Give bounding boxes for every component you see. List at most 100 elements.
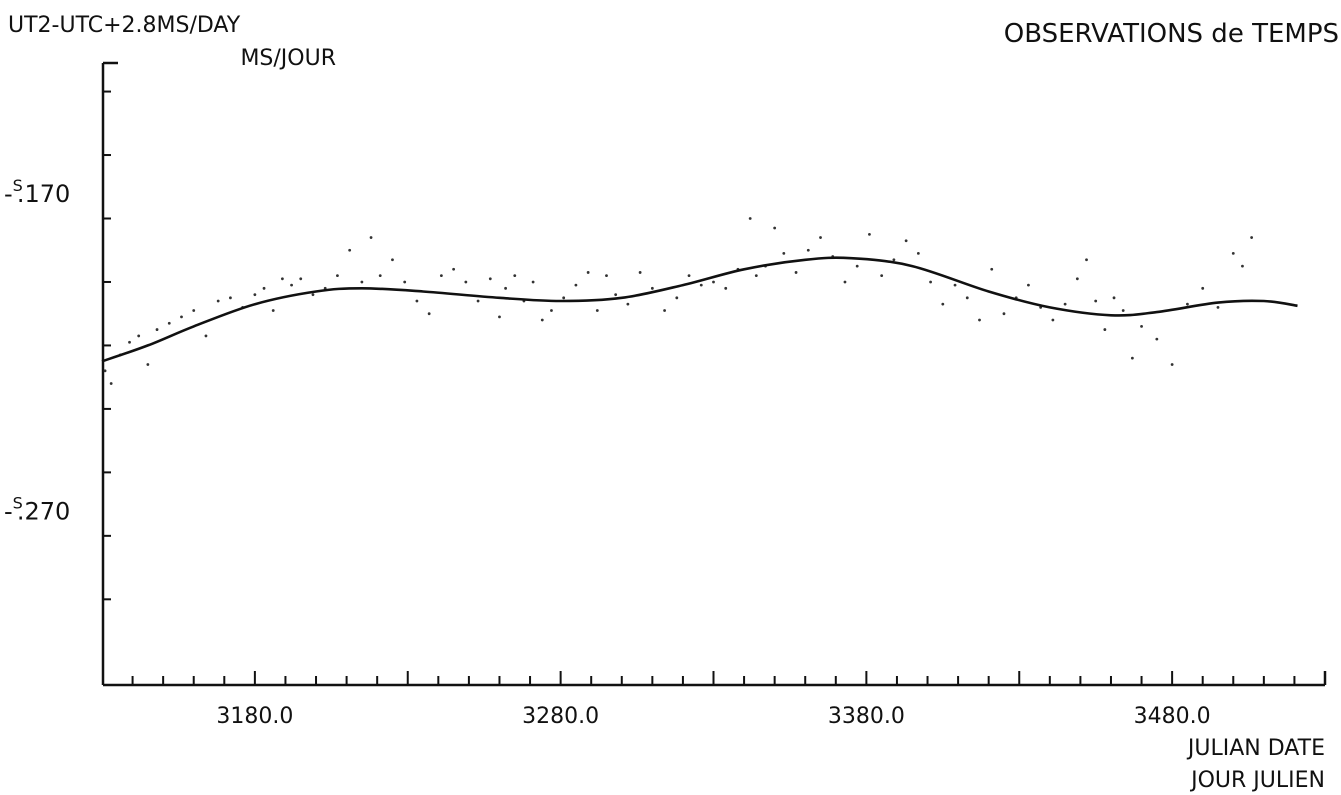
- observation-point: [724, 286, 728, 290]
- observation-point: [605, 274, 608, 278]
- observation-point: [1027, 283, 1030, 287]
- observation-point: [782, 252, 786, 255]
- observation-point: [687, 274, 691, 278]
- observation-point: [531, 280, 535, 284]
- observation-point: [965, 296, 969, 300]
- observation-point: [262, 286, 266, 290]
- observation-point: [550, 309, 553, 312]
- observation-point: [754, 274, 758, 278]
- y-ticks: [103, 90, 111, 601]
- observation-point: [1112, 296, 1116, 300]
- observation-point: [488, 277, 492, 281]
- observation-point: [452, 267, 456, 271]
- observation-point: [1051, 318, 1055, 322]
- observation-point: [806, 248, 810, 252]
- observation-point: [427, 312, 431, 316]
- observation-point: [843, 280, 847, 284]
- observation-point: [574, 283, 578, 287]
- y-tick-labels: -S.170 -S.270: [4, 176, 70, 525]
- x-tick-label: 3180.0: [216, 704, 293, 729]
- observation-point: [180, 315, 183, 319]
- observation-point: [626, 302, 630, 306]
- observation-point: [978, 318, 981, 322]
- observation-point: [391, 258, 394, 262]
- observation-point: [1094, 299, 1098, 303]
- observation-point: [773, 226, 777, 230]
- observation-point: [290, 283, 293, 287]
- smoothed-fit-line: [101, 256, 1298, 363]
- observation-point: [1186, 302, 1189, 306]
- x-tick-label: 3380.0: [828, 704, 905, 729]
- observation-point: [929, 280, 932, 284]
- observation-point: [675, 296, 679, 300]
- observation-point: [299, 277, 303, 281]
- observation-point: [1250, 236, 1254, 239]
- observation-point: [916, 252, 920, 255]
- observation-point: [360, 280, 364, 284]
- observation-point: [1241, 264, 1244, 268]
- observation-point: [146, 363, 150, 366]
- observation-point: [699, 283, 703, 287]
- observation-point: [1130, 356, 1134, 360]
- observation-points: [103, 217, 1254, 385]
- observation-point: [229, 296, 232, 300]
- observation-point: [403, 280, 407, 284]
- observation-point: [1231, 252, 1235, 255]
- observation-point: [192, 309, 196, 312]
- observation-point: [1085, 258, 1088, 262]
- observation-point: [595, 309, 599, 312]
- observation-point: [650, 286, 654, 290]
- x-axis-label-line1: JULIAN DATE: [1186, 736, 1325, 761]
- observation-point: [369, 236, 373, 239]
- observation-point: [1075, 277, 1079, 281]
- observation-point: [855, 264, 859, 268]
- observation-point: [253, 293, 257, 297]
- observation-point: [280, 277, 284, 281]
- observation-point: [663, 309, 666, 312]
- observation-point: [336, 274, 339, 278]
- observation-point: [868, 232, 871, 236]
- observation-point: [109, 382, 113, 385]
- observation-point: [1170, 363, 1174, 366]
- observation-point: [941, 302, 945, 306]
- observation-point: [1216, 305, 1220, 309]
- observation-point: [638, 271, 642, 274]
- observation-point: [476, 299, 480, 303]
- observation-point: [712, 280, 715, 284]
- x-tick-labels: 3180.0 3280.0 3380.0 3480.0: [216, 704, 1210, 729]
- observation-point: [819, 236, 822, 239]
- observation-point: [1002, 312, 1006, 316]
- observation-point: [155, 328, 159, 331]
- observation-point: [1121, 309, 1125, 312]
- observation-point: [1201, 286, 1205, 290]
- observation-point: [504, 286, 507, 290]
- observation-point: [513, 274, 517, 278]
- observation-point: [892, 258, 896, 262]
- observation-point: [880, 274, 884, 278]
- observation-point: [1103, 328, 1107, 331]
- observation-point: [103, 369, 107, 373]
- observation-point: [415, 299, 419, 303]
- x-axis-label-line2: JOUR JULIEN: [1189, 768, 1325, 793]
- observation-point: [953, 283, 957, 287]
- observation-point: [1140, 324, 1143, 328]
- observation-point: [562, 296, 566, 300]
- observation-point: [748, 217, 752, 220]
- observation-point: [990, 267, 994, 271]
- observation-point: [439, 274, 443, 278]
- x-ticks: [131, 671, 1296, 685]
- y-axis-label-line1: UT2-UTC+2.8MS/DAY: [8, 13, 241, 38]
- observation-point: [1063, 302, 1067, 306]
- x-tick-label: 3280.0: [522, 704, 599, 729]
- observation-point: [586, 271, 590, 274]
- observation-point: [167, 321, 171, 325]
- observation-point: [311, 293, 315, 297]
- observation-point: [378, 274, 382, 278]
- observation-point: [614, 293, 618, 297]
- y-tick-label: -S.170: [4, 176, 70, 208]
- x-tick-label: 3480.0: [1134, 704, 1211, 729]
- observation-point: [128, 340, 131, 344]
- chart-title: OBSERVATIONS de TEMPS: [1004, 19, 1339, 49]
- observation-point: [464, 280, 468, 284]
